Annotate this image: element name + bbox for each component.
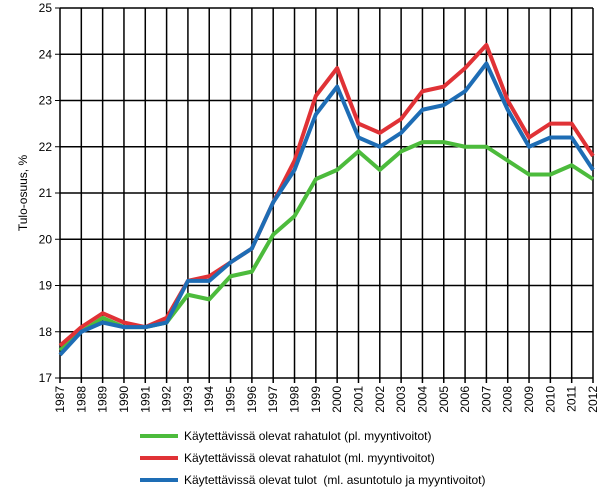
x-tick-label: 2008 [501, 386, 515, 413]
x-tick-label: 1987 [53, 386, 67, 413]
x-tick-label: 2006 [458, 386, 472, 413]
x-tick-label: 2003 [394, 386, 408, 413]
x-tick-label: 1992 [160, 386, 174, 413]
y-tick-label: 19 [39, 279, 53, 293]
x-tick-label: 1993 [181, 386, 195, 413]
y-tick-label: 24 [39, 47, 53, 61]
x-tick-label: 1991 [138, 386, 152, 413]
y-tick-label: 21 [39, 186, 53, 200]
x-tick-label: 1989 [96, 386, 110, 413]
series-line-1 [58, 140, 595, 352]
x-tick-label: 2010 [543, 386, 557, 413]
y-axis-label: Tulo-osuus, % [16, 155, 30, 232]
series-line-2 [58, 43, 595, 348]
x-tick-label: 1990 [117, 386, 131, 413]
legend-item: Käytettävissä olevat tulot (ml. asuntotu… [140, 469, 485, 491]
x-tick-label: 2004 [415, 386, 429, 413]
legend-label: Käytettävissä olevat rahatulot (pl. myyn… [184, 429, 432, 443]
x-tick-label: 1999 [309, 386, 323, 413]
x-tick-label: 1994 [202, 386, 216, 413]
y-tick-label: 22 [39, 140, 53, 154]
legend-item: Käytettävissä olevat rahatulot (ml. myyn… [140, 447, 485, 469]
legend-label: Käytettävissä olevat rahatulot (ml. myyn… [184, 451, 435, 465]
line-chart: 17 18 19 20 21 22 23 24 25 1987 1988 1989 1990 1991 19… [16, 1, 600, 413]
x-tick-label: 2001 [351, 386, 365, 413]
legend-label: Käytettävissä olevat tulot (ml. asuntotu… [184, 473, 486, 487]
x-tick-label: 1997 [266, 386, 280, 413]
x-tick-label: 2000 [330, 386, 344, 413]
x-tick-label: 2005 [437, 386, 451, 413]
series-line-3 [58, 61, 595, 357]
x-tick-label: 2012 [586, 386, 600, 413]
x-tick-label: 2002 [373, 386, 387, 413]
y-tick-label: 18 [39, 325, 53, 339]
x-tick-label: 1998 [288, 386, 302, 413]
legend-item: Käytettävissä olevat rahatulot (pl. myyn… [140, 425, 485, 447]
legend-swatch [140, 456, 178, 460]
x-tick-label: 1995 [224, 386, 238, 413]
y-tick-label: 17 [39, 371, 53, 385]
x-tick-label: 1988 [74, 386, 88, 413]
x-tick-label: 1996 [245, 386, 259, 413]
y-tick-label: 23 [39, 94, 53, 108]
x-tick-label: 2009 [522, 386, 536, 413]
y-tick-label: 25 [39, 1, 53, 15]
legend-swatch [140, 434, 178, 438]
y-tick-label: 20 [39, 232, 53, 246]
x-tick-label: 2007 [479, 386, 493, 413]
x-tick-label: 2011 [565, 386, 579, 412]
legend: Käytettävissä olevat rahatulot (pl. myyn… [140, 425, 485, 491]
legend-swatch [140, 478, 178, 482]
